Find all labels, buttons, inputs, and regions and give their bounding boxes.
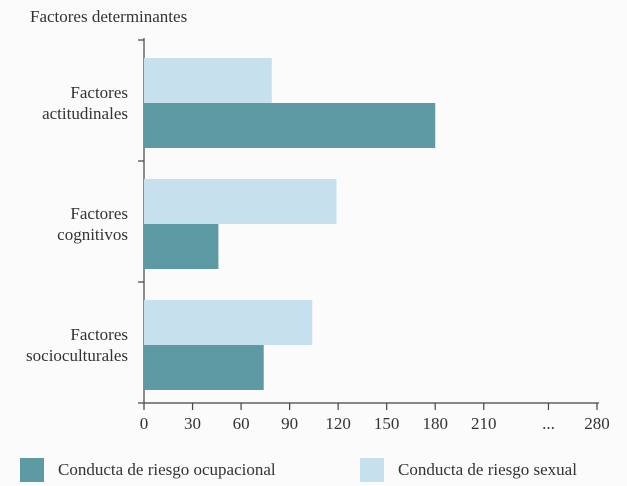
- x-tick-label: 0: [140, 414, 149, 433]
- legend-swatch: [20, 458, 44, 482]
- x-tick-label: 60: [233, 414, 250, 433]
- bar: [144, 300, 313, 345]
- x-tick-label: 180: [422, 414, 448, 433]
- bar: [144, 179, 337, 224]
- bar: [144, 58, 272, 103]
- x-tick-label: 90: [281, 414, 298, 433]
- legend-label: Conducta de riesgo sexual: [398, 460, 577, 479]
- x-tick-label: 120: [325, 414, 351, 433]
- y-tick-label: Factores actitudinales: [42, 83, 128, 123]
- bar: [144, 345, 264, 390]
- legend-label: Conducta de riesgo ocupacional: [58, 460, 276, 479]
- x-tick-label: 210: [471, 414, 497, 433]
- x-tick-label: 150: [374, 414, 400, 433]
- x-tick-label: 280: [584, 414, 610, 433]
- y-tick-label: Factores cognitivos: [57, 204, 128, 244]
- y-tick-label: Factores socioculturales: [26, 325, 128, 365]
- bar: [144, 224, 219, 269]
- legend-swatch: [360, 458, 384, 482]
- x-tick-label: 30: [184, 414, 201, 433]
- x-tick-label: ...: [542, 414, 555, 433]
- bar: [144, 103, 436, 148]
- chart-title: Factores determinantes: [30, 7, 187, 26]
